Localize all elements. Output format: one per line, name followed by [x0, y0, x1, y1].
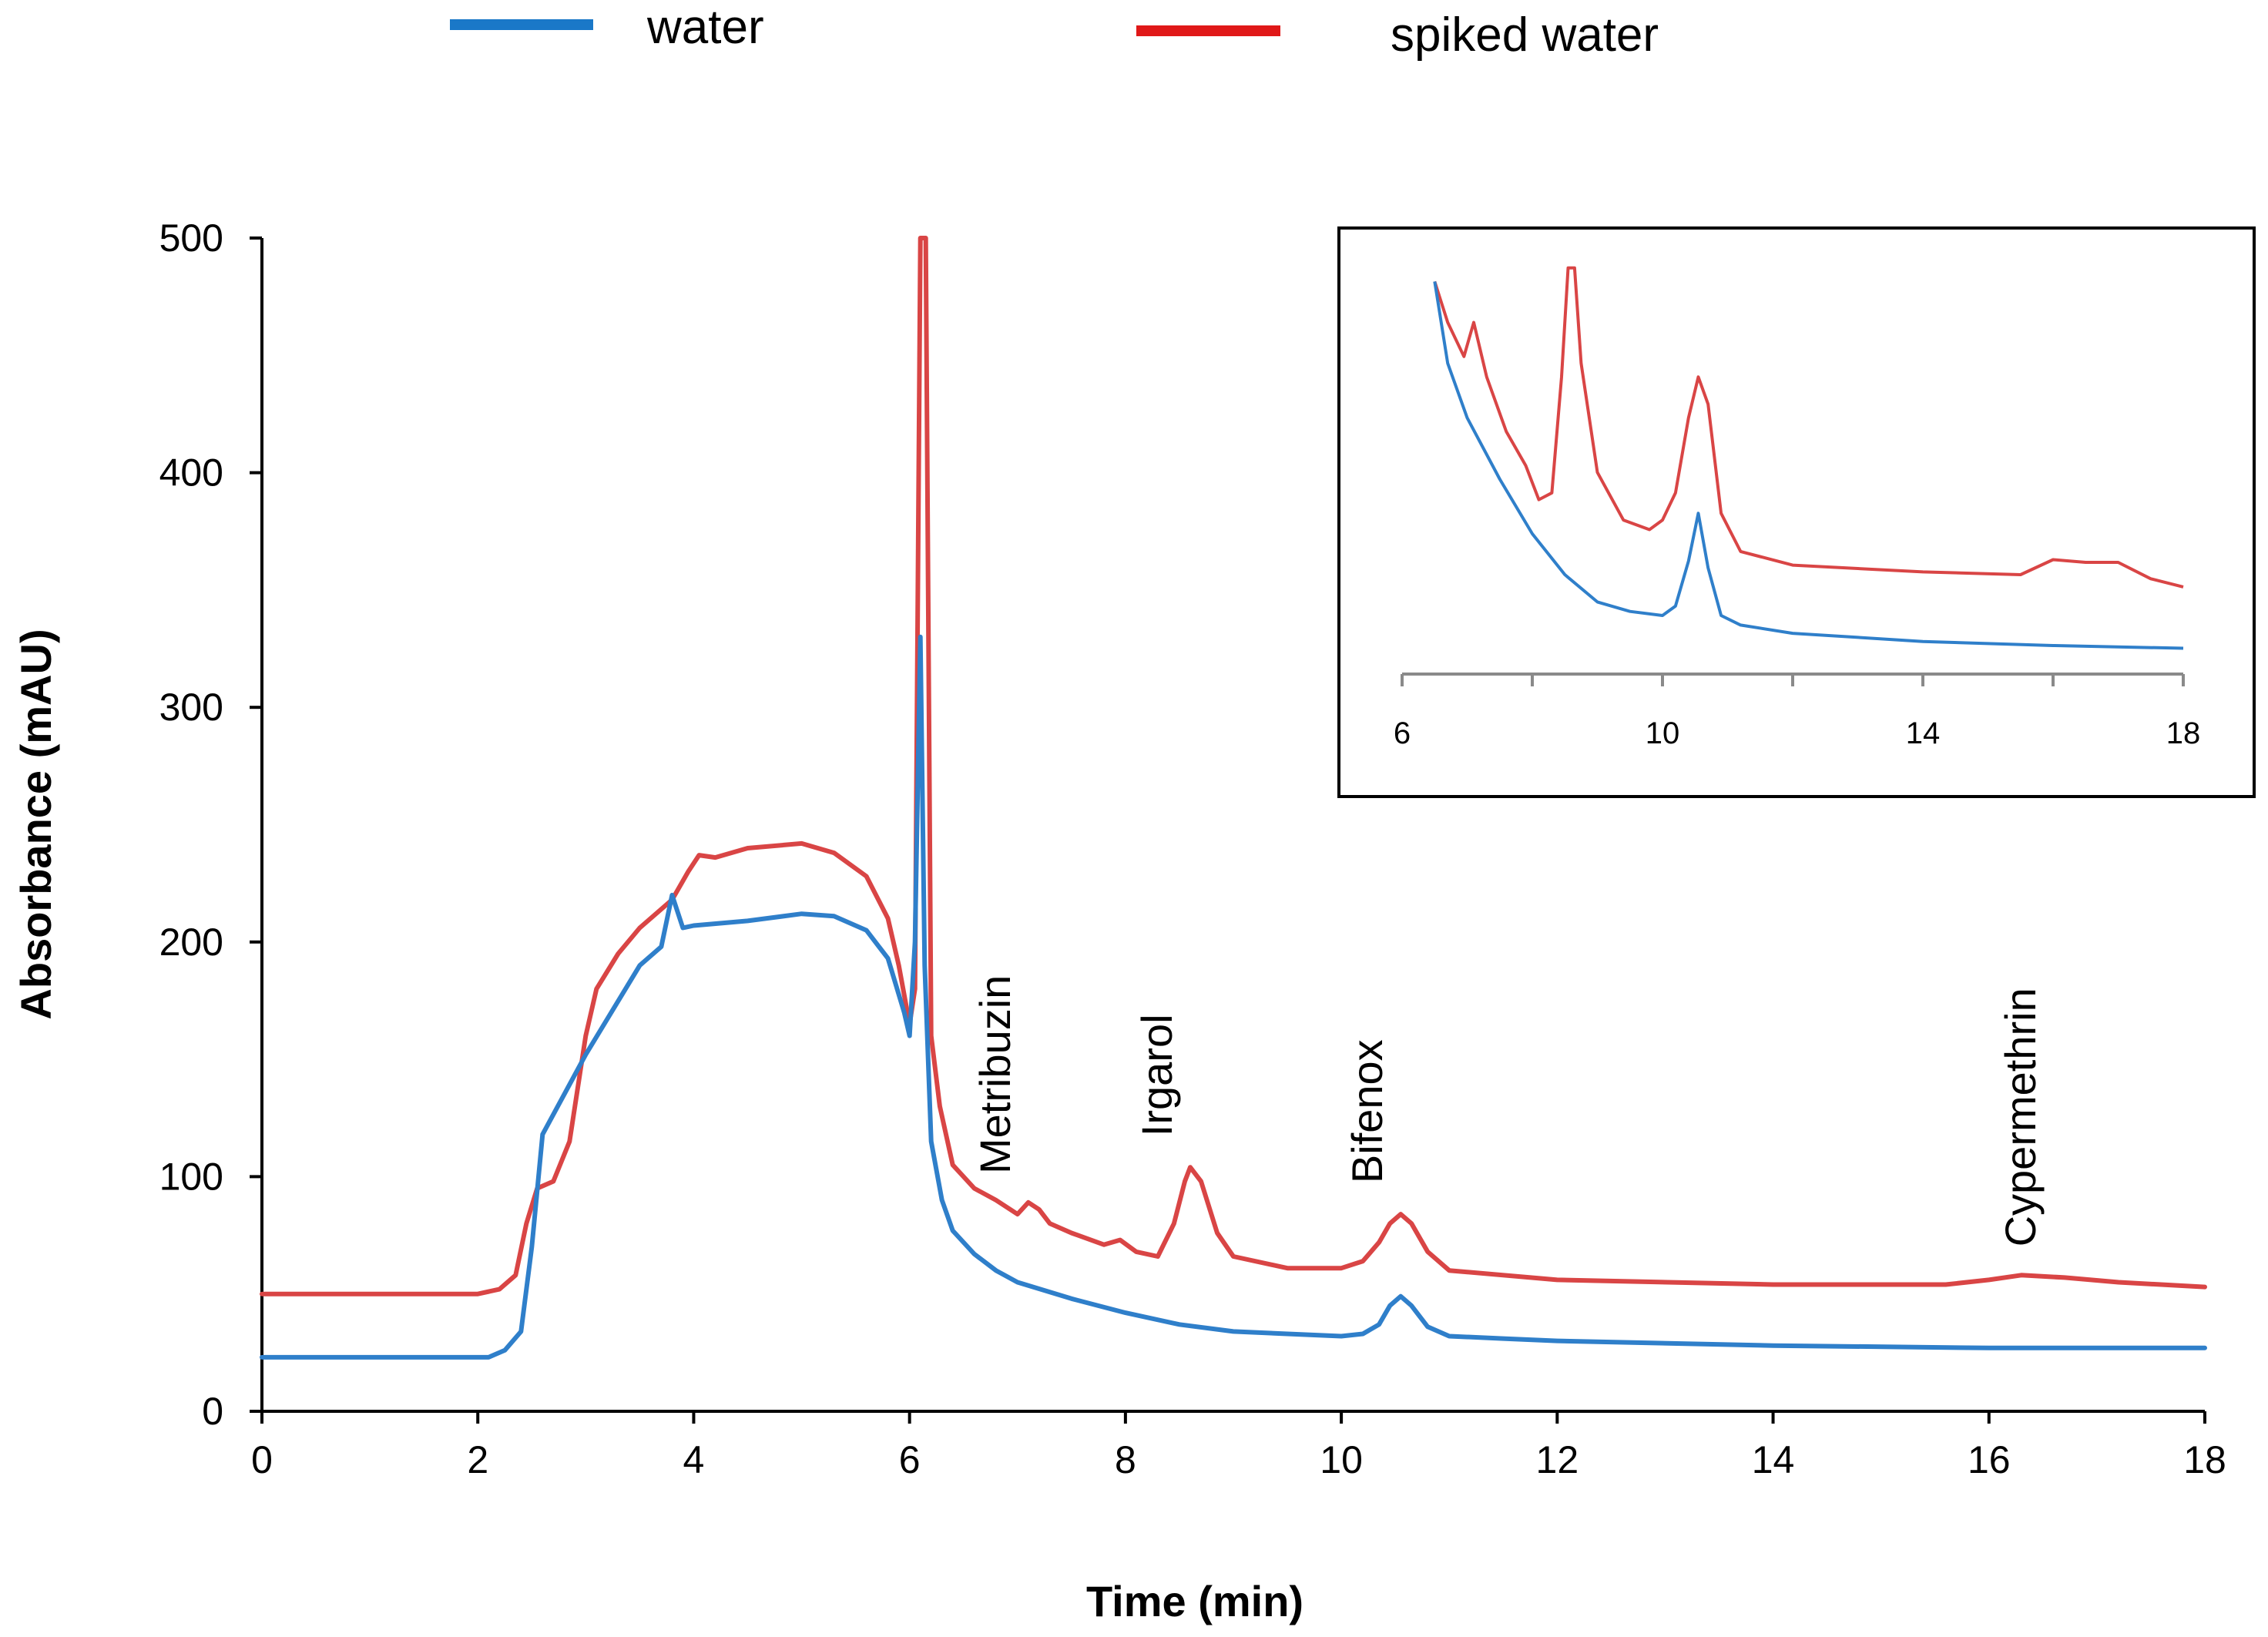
- y-tick-label: 100: [159, 1155, 223, 1198]
- peak-annotations: Metribuzin Irgarol Bifenox Cypermethrin: [971, 975, 2045, 1247]
- series-line-spiked-water: [260, 236, 2207, 1297]
- x-tick-label: 14: [1752, 1438, 1795, 1481]
- x-tick-label: 8: [1115, 1438, 1136, 1481]
- inset-x-tick-label: 14: [1906, 716, 1941, 750]
- y-tick-label: 200: [159, 921, 223, 964]
- inset-series-line-spiked-water: [1433, 266, 2184, 589]
- peak-label-metribuzin: Metribuzin: [971, 975, 1019, 1174]
- y-axis-title: Absorbance (mAU): [12, 629, 60, 1019]
- main-series-group: [260, 236, 2207, 1360]
- y-tick-label: 0: [202, 1390, 223, 1433]
- legend-label-water: water: [646, 1, 764, 54]
- legend: water spiked water: [450, 1, 1659, 62]
- y-tick-label: 400: [159, 451, 223, 495]
- x-tick-label: 18: [2183, 1438, 2226, 1481]
- inset-x-tick-label: 10: [1646, 716, 1680, 750]
- inset-frame: [1337, 226, 2256, 798]
- peak-label-bifenox: Bifenox: [1343, 1039, 1391, 1183]
- inset-x-tick-label: 18: [2166, 716, 2201, 750]
- legend-label-spiked-water: spiked water: [1391, 8, 1659, 62]
- x-tick-label: 12: [1536, 1438, 1579, 1481]
- inset-chart: 6 10 14 18: [1337, 226, 2256, 798]
- x-tick-label: 6: [899, 1438, 921, 1481]
- y-tick-label: 500: [159, 216, 223, 260]
- series-line-water: [260, 634, 2207, 1360]
- x-tick-label: 0: [251, 1438, 273, 1481]
- inset-x-tick-label: 6: [1394, 716, 1411, 750]
- x-tick-label: 4: [683, 1438, 705, 1481]
- peak-label-cypermethrin: Cypermethrin: [1996, 988, 2045, 1246]
- inset-x-axis: 6 10 14 18: [1394, 673, 2201, 750]
- y-tick-label: 300: [159, 686, 223, 729]
- x-tick-label: 10: [1320, 1438, 1363, 1481]
- x-tick-label: 2: [467, 1438, 488, 1481]
- x-axis-title: Time (min): [1086, 1577, 1303, 1625]
- x-tick-label: 16: [1968, 1438, 2011, 1481]
- peak-label-irgarol: Irgarol: [1132, 1014, 1181, 1136]
- inset-series-line-water: [1433, 281, 2184, 650]
- main-axes: 0 100 200 300 400 500 0 2 4 6 8 10 12 14 16 18: [159, 216, 2226, 1481]
- inset-series-group: [1433, 266, 2184, 650]
